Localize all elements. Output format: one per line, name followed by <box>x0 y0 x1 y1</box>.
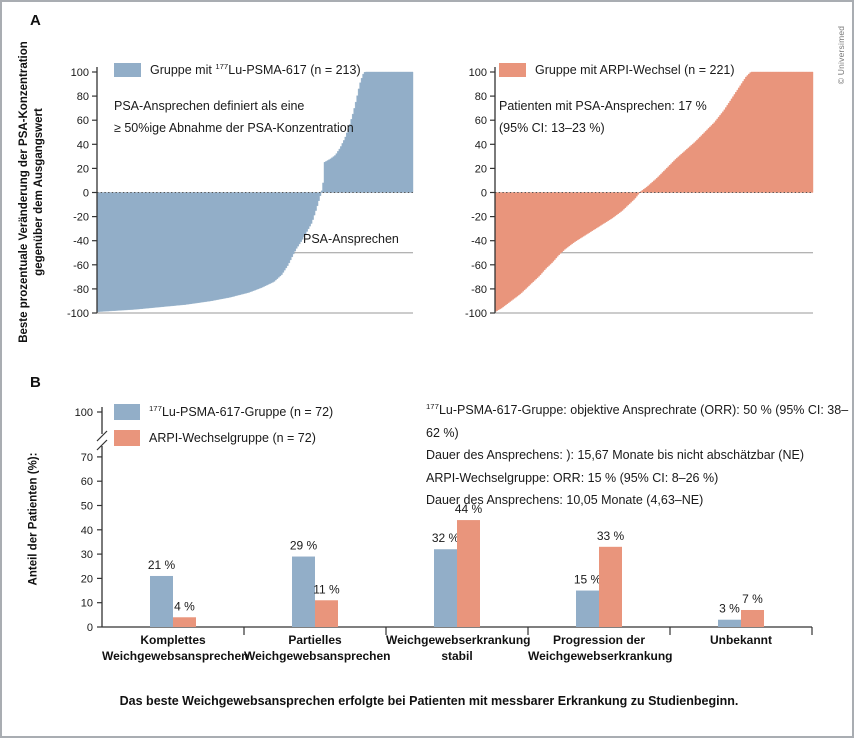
category-label: Partielles Weichgewebsansprechen <box>244 633 391 663</box>
svg-text:21 %: 21 % <box>148 558 176 572</box>
category-label: Progression der Weichgewebserkrankung <box>528 633 673 663</box>
svg-text:20: 20 <box>81 573 93 585</box>
bar-category-labels: Komplettes Weichgewebsansprechen Partiell… <box>2 633 852 673</box>
y-axis-label-psa-change: Beste prozentuale Veränderung der PSA-Ko… <box>18 41 45 343</box>
svg-text:0: 0 <box>87 622 93 634</box>
annotation-psa-definition: PSA-Ansprechen definiert als eine ≥ 50%i… <box>114 99 354 135</box>
svg-text:40: 40 <box>475 139 487 151</box>
legend-lu-psma: Gruppe mit 177Lu-PSMA-617 (n = 213) <box>114 61 361 77</box>
info-line: Dauer des Ansprechens: ): 15,67 Monate b… <box>426 448 804 462</box>
svg-text:-100: -100 <box>67 308 89 320</box>
svg-text:-40: -40 <box>471 236 487 248</box>
svg-text:60: 60 <box>475 115 487 127</box>
waterfall-chart-arpi: 100 80 60 40 20 0 -20 -40 -60 -80 -100 <box>465 67 814 320</box>
legend-label-arpi: Gruppe mit ARPI-Wechsel (n = 221) <box>535 63 735 77</box>
svg-text:20: 20 <box>475 163 487 175</box>
svg-text:70: 70 <box>81 452 93 464</box>
svg-text:-80: -80 <box>73 284 89 296</box>
svg-text:44 %: 44 % <box>455 502 483 516</box>
svg-text:4 %: 4 % <box>174 599 195 613</box>
svg-text:20: 20 <box>77 163 89 175</box>
legend-lu-psma-group: 177Lu-PSMA-617-Gruppe (n = 72) <box>114 404 333 420</box>
svg-text:10: 10 <box>81 598 93 610</box>
legend-swatch-arpi <box>499 63 526 77</box>
svg-text:33 %: 33 % <box>597 529 625 543</box>
legend-arpi: Gruppe mit ARPI-Wechsel (n = 221) <box>499 63 735 77</box>
legend-swatch-lu-psma <box>114 63 141 77</box>
copyright-credit: © Universimed <box>836 25 846 85</box>
y-axis-label-patient-share: Anteil der Patienten (%): <box>27 452 40 586</box>
svg-text:15 %: 15 % <box>574 573 602 587</box>
legend-swatch-lu-psma-group <box>114 404 140 420</box>
svg-text:100: 100 <box>75 407 93 419</box>
svg-text:-60: -60 <box>73 260 89 272</box>
svg-text:11 %: 11 % <box>313 582 340 596</box>
svg-text:80: 80 <box>77 91 89 103</box>
svg-text:-20: -20 <box>73 212 89 224</box>
svg-text:3 %: 3 % <box>719 602 740 616</box>
legend-panel-b: 177Lu-PSMA-617-Gruppe (n = 72) ARPI-Wech… <box>114 404 333 456</box>
info-line: Dauer des Ansprechens: 10,05 Monate (4,6… <box>426 493 704 507</box>
category-label: Weichgewebserkrankung stabil <box>386 633 531 663</box>
figure-caption: Das beste Weichgewebsansprechen erfolgte… <box>119 694 739 708</box>
legend-label-lu-psma-group: 177Lu-PSMA-617-Gruppe (n = 72) <box>149 403 334 419</box>
psa-response-threshold-label: PSA-Ansprechen <box>303 232 399 246</box>
svg-text:40: 40 <box>81 525 93 537</box>
svg-text:32 %: 32 % <box>432 531 460 545</box>
category-label: Komplettes Weichgewebsansprechen <box>102 633 249 663</box>
svg-text:0: 0 <box>481 188 487 200</box>
svg-text:80: 80 <box>475 91 487 103</box>
svg-text:-80: -80 <box>471 284 487 296</box>
legend-label-lu-psma: Gruppe mit 177Lu-PSMA-617 (n = 213) <box>150 61 361 77</box>
annotation-psa-response-rate: Patienten mit PSA-Ansprechen: 17 % (95% … <box>499 99 707 135</box>
legend-arpi-group: ARPI-Wechselgruppe (n = 72) <box>114 430 333 446</box>
svg-text:100: 100 <box>469 67 487 79</box>
svg-text:30: 30 <box>81 549 93 561</box>
svg-text:0: 0 <box>83 188 89 200</box>
svg-text:-20: -20 <box>471 212 487 224</box>
legend-swatch-arpi-group <box>114 430 140 446</box>
panel-b-label: B <box>30 374 41 391</box>
svg-text:-100: -100 <box>465 308 487 320</box>
response-rate-info-block: 177Lu-PSMA-617-Gruppe: objektive Ansprec… <box>426 399 852 512</box>
bar-chart-best-response: 0 10 20 30 40 50 60 70 100 21 % 4 % 29 % 11 % 32 % 44 … <box>75 407 813 635</box>
svg-text:7 %: 7 % <box>742 592 763 606</box>
panel-a-label: A <box>30 12 41 29</box>
info-line: 177Lu-PSMA-617-Gruppe: objektive Ansprec… <box>426 401 849 440</box>
svg-text:-40: -40 <box>73 236 89 248</box>
legend-label-arpi-group: ARPI-Wechselgruppe (n = 72) <box>149 431 316 445</box>
svg-text:50: 50 <box>81 501 93 513</box>
svg-text:60: 60 <box>77 115 89 127</box>
svg-text:29 %: 29 % <box>290 539 318 553</box>
info-line: ARPI-Wechselgruppe: ORR: 15 % (95% CI: 8… <box>426 470 719 485</box>
svg-text:40: 40 <box>77 139 89 151</box>
waterfall-chart-lu-psma: 100 80 60 40 20 0 -20 -40 -60 -80 -100 <box>67 67 414 320</box>
svg-text:60: 60 <box>81 476 93 488</box>
svg-text:-60: -60 <box>471 260 487 272</box>
category-label: Unbekannt <box>709 633 772 647</box>
svg-text:100: 100 <box>71 67 89 79</box>
